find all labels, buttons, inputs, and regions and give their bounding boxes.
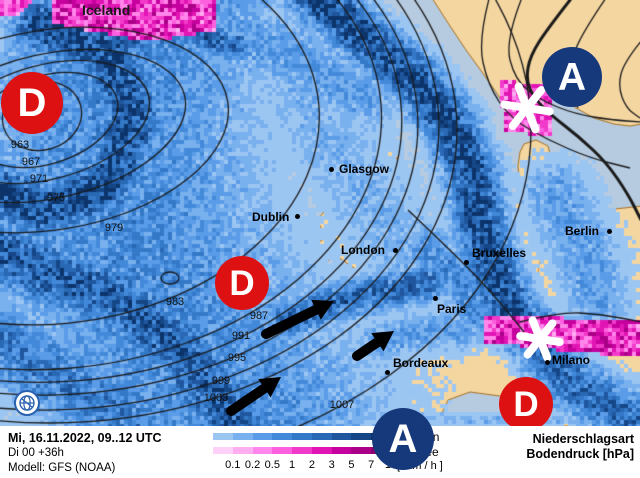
city-label-milano: Milano — [552, 353, 590, 367]
city-label-glasgow: Glasgow — [339, 162, 390, 176]
city-dot-glasgow — [329, 167, 334, 172]
city-dot-bruxelles — [464, 260, 469, 265]
snow-scale-segment — [252, 447, 273, 454]
snow-scale-segment — [213, 447, 233, 454]
region-label-iceland: Iceland — [82, 2, 131, 18]
city-label-bordeaux: Bordeaux — [393, 356, 449, 370]
city-label-bruxelles: Bruxelles — [472, 246, 527, 260]
isobar-label-967: 967 — [21, 156, 41, 168]
precip-type-title: Niederschlagsart — [532, 432, 634, 446]
low-pressure-marker: D — [1, 72, 63, 134]
snow-scale-segment — [292, 447, 312, 454]
scale-tick-label: 7 — [368, 459, 375, 471]
rain-scale-segment — [272, 433, 293, 440]
isobar-label-991: 991 — [231, 330, 251, 342]
isobar-label-983: 983 — [165, 296, 185, 308]
snow-scale-segment — [311, 447, 332, 454]
rain-scale-segment — [292, 433, 312, 440]
city-dot-bordeaux — [385, 370, 390, 375]
city-dot-berlin — [607, 229, 612, 234]
weather-map: Iceland Glasgow Dublin London Bruxelles Pari… — [0, 0, 640, 426]
rain-scale-segment — [252, 433, 273, 440]
isobar-label-971: 971 — [29, 173, 49, 185]
rain-scale-segment — [331, 433, 352, 440]
low-pressure-marker: D — [215, 256, 269, 310]
motion-arrow-icon — [352, 331, 394, 361]
model-label: Modell: GFS (NOAA) — [8, 462, 116, 474]
isobar-label-975: 975 — [46, 192, 66, 204]
isobar-label-987: 987 — [249, 310, 269, 322]
city-label-berlin: Berlin — [565, 224, 600, 238]
city-label-paris: Paris — [437, 302, 467, 316]
rain-scale-bar — [213, 433, 392, 440]
snowflake-icon — [500, 82, 554, 134]
map-symbols-layer — [226, 82, 564, 416]
scale-tick-label: 1 — [289, 459, 296, 471]
snowflake-icon — [516, 316, 564, 362]
motion-arrow-icon — [261, 299, 334, 339]
isobar-label-979: 979 — [104, 222, 124, 234]
snow-scale-segment — [232, 447, 253, 454]
run-offset-label: Di 00 +36h — [8, 447, 64, 459]
pressure-title: Bodendruck [hPa] — [526, 447, 634, 461]
isobar-label-1003: 1003 — [203, 392, 229, 404]
isobar-label-963: 963 — [10, 139, 30, 151]
rain-scale-segment — [213, 433, 233, 440]
snow-scale-segment — [351, 447, 372, 454]
weather-map-canvas — [0, 0, 640, 426]
scale-tick-label: 0.2 — [244, 459, 261, 471]
city-dot-paris — [433, 296, 438, 301]
low-pressure-marker: D — [499, 377, 553, 431]
scale-tick-label: 2 — [308, 459, 315, 471]
city-dot-milano — [545, 360, 550, 365]
isobar-label-995: 995 — [227, 352, 247, 364]
high-pressure-marker: A — [542, 47, 602, 107]
isobar-label-999: 999 — [211, 375, 231, 387]
city-label-dublin: Dublin — [252, 210, 290, 224]
city-dot-london — [393, 248, 398, 253]
scale-tick-label: 0.5 — [264, 459, 280, 471]
city-label-london: London — [341, 243, 385, 257]
rain-scale-segment — [232, 433, 253, 440]
map-overlays: Iceland Glasgow Dublin London Bruxelles Pari… — [10, 2, 612, 416]
rain-scale-segment — [351, 433, 372, 440]
high-pressure-marker: A — [372, 408, 434, 470]
scale-tick-label: 0.1 — [225, 459, 241, 471]
isobar-label-1007: 1007 — [329, 399, 355, 411]
snow-scale-segment — [272, 447, 293, 454]
snow-scale-bar — [213, 447, 392, 454]
legend-bar: Mi, 16.11.2022, 09..12 UTC Di 00 +36h Mo… — [0, 426, 640, 478]
city-dot-dublin — [295, 214, 300, 219]
motion-arrow-icon — [226, 377, 281, 416]
wetterzentrale-logo-icon — [14, 390, 40, 416]
rain-scale-segment — [311, 433, 332, 440]
scale-tick-label: 3 — [328, 459, 335, 471]
scale-tick-label: 5 — [348, 459, 355, 471]
snow-scale-segment — [331, 447, 352, 454]
valid-time-label: Mi, 16.11.2022, 09..12 UTC — [8, 431, 162, 445]
